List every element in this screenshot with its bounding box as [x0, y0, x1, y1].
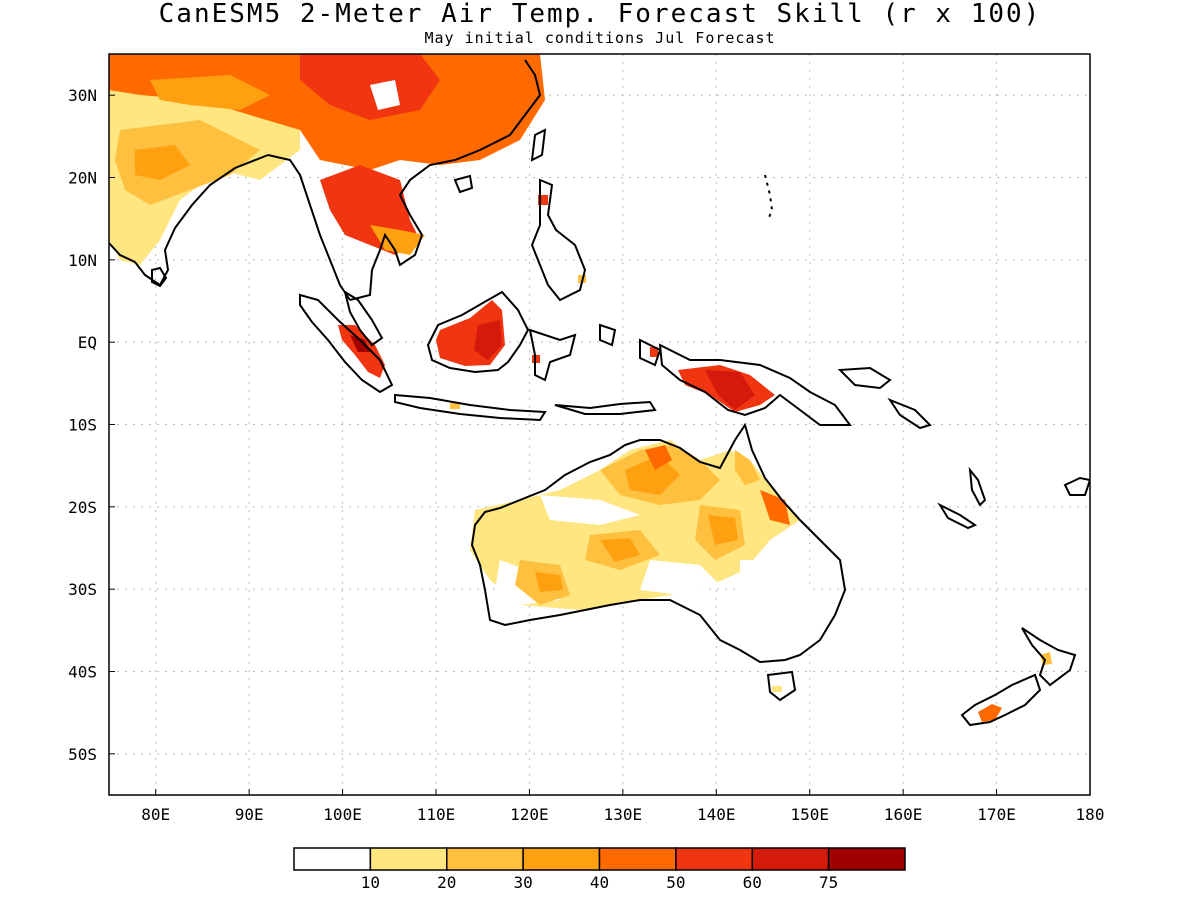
colorbar-swatch: [598, 847, 677, 871]
coastline-taiwan: [530, 128, 547, 162]
skill-region-sw-australia-hot: [535, 572, 563, 592]
coastline-tasmania: [766, 670, 797, 702]
skill-region-china-hot: [300, 54, 440, 120]
coastline-borneo: [426, 290, 530, 374]
skill-region-arnhem: [645, 445, 672, 470]
map-subtitle: May initial conditions Jul Forecast: [424, 29, 776, 47]
skill-region-halmahera: [650, 347, 658, 357]
coastlines: [109, 59, 1090, 727]
colorbar-swatch: [446, 847, 524, 871]
skill-fill-layer: [109, 54, 1052, 722]
coastline-india: [109, 154, 269, 287]
skill-region-luzon: [538, 195, 548, 205]
coastline-bay-of-bengal: [267, 154, 351, 301]
y-tick-label: 30S: [68, 580, 97, 599]
coastline-java: [394, 393, 547, 422]
skill-region-north-australia-hot: [625, 455, 680, 495]
skill-region-china-white: [370, 80, 400, 110]
coastline-fiji: [1063, 476, 1090, 496]
x-tick-label: 160E: [884, 805, 923, 824]
grid-lines: [109, 54, 1090, 795]
y-tick-label: 20S: [68, 498, 97, 517]
coastline-sri-lanka: [151, 266, 168, 288]
skill-region-new-zealand-light: [1040, 652, 1052, 665]
skill-region-tasmania: [772, 686, 782, 692]
coastline-sulawesi: [528, 328, 577, 382]
x-tick-label: 180: [1076, 805, 1105, 824]
colorbar-swatch: [369, 847, 448, 871]
y-tick-label: 30N: [68, 86, 97, 105]
colorbar-label: 75: [819, 873, 838, 892]
x-tick-label: 120E: [510, 805, 549, 824]
colorbar-swatch: [827, 847, 906, 871]
skill-region-queensland: [760, 490, 790, 525]
coastline-nz-south: [960, 673, 1042, 727]
skill-region-australia-white-3: [640, 560, 720, 595]
y-axis-ticks: 30N 20N 10N EQ 10S 20S 30S 40S 50S: [68, 86, 115, 764]
map-title: CanESM5 2-Meter Air Temp. Forecast Skill…: [158, 0, 1042, 29]
colorbar-label: 20: [437, 873, 456, 892]
coastline-solomons: [887, 397, 932, 430]
coastline-australia: [470, 422, 847, 664]
coastline-new-caledonia: [937, 502, 978, 530]
x-tick-label: 110E: [417, 805, 456, 824]
colorbar-legend: 10 20 30 40 50 60 75: [293, 847, 906, 892]
colorbar-label: 30: [513, 873, 532, 892]
y-tick-label: 10N: [68, 251, 97, 270]
x-tick-label: 130E: [604, 805, 643, 824]
skill-region-sumatra-dark: [350, 335, 370, 352]
coastline-micronesia: [764, 174, 774, 221]
colorbar-label: 40: [590, 873, 609, 892]
skill-region-west-australia-hot: [600, 538, 640, 562]
skill-region-east-australia-hot: [708, 515, 738, 545]
colorbar-swatch: [293, 847, 372, 871]
coastline-hainan: [453, 174, 474, 194]
skill-region-tibet: [150, 75, 270, 110]
x-tick-label: 90E: [235, 805, 264, 824]
coastline-new-guinea: [658, 343, 852, 426]
x-tick-label: 170E: [977, 805, 1016, 824]
colorbar-label: 50: [666, 873, 685, 892]
skill-region-australia-white-4: [730, 560, 830, 650]
x-axis-ticks: 80E 90E 100E 110E 120E 130E 140E 150E 160E 170E 18…: [141, 789, 1104, 824]
y-tick-label: 40S: [68, 663, 97, 682]
colorbar-label: 60: [743, 873, 762, 892]
skill-region-indochina-orange: [370, 225, 425, 255]
coastline-lesser-sunda: [554, 400, 657, 415]
x-tick-label: 150E: [790, 805, 829, 824]
skill-region-australia-white-1: [540, 495, 640, 525]
coastline-maluku: [599, 323, 662, 367]
skill-region-new-guinea-dark: [705, 370, 755, 410]
skill-region-cape-york: [735, 450, 760, 485]
coastline-philippines: [530, 178, 587, 302]
coastline-new-britain: [837, 366, 892, 390]
y-tick-label: 20N: [68, 169, 97, 188]
coastline-malay: [343, 289, 384, 347]
colorbar-swatch: [675, 847, 753, 871]
skill-region-india-hot: [135, 145, 190, 180]
skill-region-java: [450, 403, 460, 409]
skill-region-borneo-dark: [474, 320, 502, 360]
x-tick-label: 140E: [697, 805, 736, 824]
x-tick-label: 80E: [141, 805, 170, 824]
y-tick-label: EQ: [78, 333, 97, 352]
colorbar-swatch: [522, 847, 601, 871]
y-tick-label: 50S: [68, 745, 97, 764]
x-tick-label: 100E: [323, 805, 362, 824]
colorbar-swatch: [751, 847, 830, 871]
y-tick-label: 10S: [68, 416, 97, 435]
skill-region-new-zealand: [978, 704, 1002, 722]
colorbar-label: 10: [361, 873, 380, 892]
coastline-nz-north: [1021, 627, 1077, 687]
coastline-sumatra: [299, 293, 394, 394]
coastline-vanuatu: [968, 466, 987, 507]
coastline-indochina: [349, 59, 542, 301]
